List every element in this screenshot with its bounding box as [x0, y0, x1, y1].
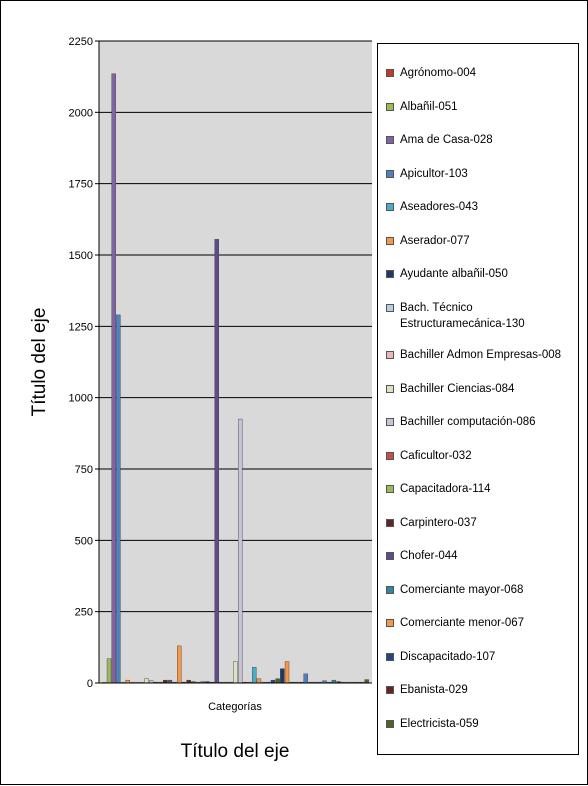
legend-item: Carpintero-037	[386, 515, 576, 531]
legend-item: Electricista-059	[386, 716, 576, 732]
legend-label: Agrónomo-004	[400, 67, 477, 79]
y-tick-label: 2000	[69, 107, 93, 119]
legend-label: Discapacitado-107	[400, 650, 496, 663]
bar	[303, 673, 308, 684]
legend-item: Bachiller Admon Empresas-008	[386, 347, 576, 363]
legend-label: Capacitadora-114	[400, 483, 491, 495]
legend-label: Carpintero-037	[400, 516, 477, 529]
legend-item: Bachiller computación-086	[386, 414, 576, 430]
legend-item: Bach. Técnico Estructuramecánica-130	[386, 300, 576, 332]
legend-label: Bachiller Admon Empresas-008	[400, 349, 562, 361]
legend-item: Caficultor-032	[386, 448, 576, 464]
legend-item: Aserador-077	[386, 233, 576, 249]
bar	[177, 645, 182, 684]
legend-label: Bachiller Ciencias-084	[400, 382, 515, 395]
bar	[280, 668, 285, 684]
legend-swatch	[386, 102, 394, 111]
legend-label: Ayudante albañil-050	[400, 268, 508, 280]
bar	[364, 679, 369, 684]
legend-label: Caficultor-032	[400, 449, 472, 462]
legend-label: Aseadores-043	[400, 201, 478, 213]
legend-swatch	[386, 686, 394, 694]
legend-swatch	[386, 518, 394, 527]
legend-label: Apicultor-103	[400, 167, 468, 180]
legend-item: Bachiller Ciencias-084	[386, 381, 576, 397]
legend-swatch	[386, 303, 394, 312]
legend-item: Discapacitado-107	[386, 649, 576, 665]
bars	[102, 73, 369, 684]
legend-item: Ayudante albañil-050	[386, 266, 576, 282]
legend-label: Electricista-059	[400, 717, 479, 730]
legend-label: Aserador-077	[400, 234, 470, 247]
y-tick-labels: 0 250 500 750 1000 1250 1500 1750 2000 2250	[69, 36, 99, 690]
legend-label: Albañil-051	[400, 100, 458, 113]
legend-swatch	[386, 652, 394, 661]
legend-swatch	[386, 236, 394, 245]
legend-swatch	[386, 351, 394, 359]
legend-swatch	[386, 270, 394, 278]
legend-swatch	[386, 69, 394, 77]
legend-swatch	[386, 203, 394, 211]
y-tick-label: 2250	[69, 36, 93, 48]
plot-area	[99, 41, 372, 683]
y-tick-label: 1000	[69, 393, 93, 405]
legend-swatch	[386, 136, 394, 144]
legend-swatch	[386, 418, 394, 426]
y-tick-label: 0	[87, 678, 93, 690]
legend-item: Comerciante menor-067	[386, 615, 576, 631]
legend-swatch	[386, 169, 394, 178]
bar	[233, 661, 238, 684]
legend-swatch	[386, 384, 394, 393]
bar	[284, 661, 290, 684]
legend-item: Agrónomo-004	[386, 65, 576, 81]
legend-swatch	[386, 619, 394, 627]
bar	[214, 239, 219, 684]
bar	[252, 667, 257, 684]
legend-label: Chofer-044	[400, 550, 458, 562]
legend-item: Comerciante mayor-068	[386, 582, 576, 598]
legend-swatch	[386, 485, 394, 493]
bar	[256, 678, 262, 684]
legend-label: Ebanista-029	[400, 684, 468, 696]
legend-item: Capacitadora-114	[386, 481, 576, 497]
y-axis-title: Título del eje	[29, 308, 50, 417]
legend-item: Chofer-044	[386, 548, 576, 564]
y-tick-label: 500	[75, 535, 93, 547]
legend-item: Apicultor-103	[386, 166, 576, 182]
legend-swatch	[386, 585, 394, 594]
y-tick-label: 250	[75, 607, 93, 619]
x-category-label: Categorías	[208, 701, 262, 713]
bar	[237, 418, 243, 684]
bar	[144, 678, 149, 684]
legend-item: Ebanista-029	[386, 682, 576, 698]
legend-item: Aseadores-043	[386, 199, 576, 215]
legend-label: Comerciante mayor-068	[400, 583, 524, 596]
bar	[111, 73, 116, 684]
bar	[106, 658, 112, 684]
legend: Agrónomo-004 Albañil-051 Ama de Casa-028 Ap…	[377, 43, 579, 755]
y-tick-label: 750	[75, 464, 93, 476]
legend-label: Comerciante menor-067	[400, 617, 525, 629]
y-tick-label: 1250	[69, 321, 93, 333]
y-tick-label: 1750	[69, 179, 93, 191]
legend-label: Bach. Técnico Estructuramecánica-130	[400, 301, 525, 330]
legend-item: Ama de Casa-028	[386, 132, 576, 148]
x-axis-title: Título del eje	[181, 741, 290, 762]
bar	[275, 678, 280, 684]
y-tick-label: 1500	[69, 250, 93, 262]
legend-item: Albañil-051	[386, 99, 576, 115]
bar	[116, 314, 121, 684]
legend-swatch	[386, 552, 394, 560]
legend-swatch	[386, 719, 394, 728]
legend-swatch	[386, 451, 394, 460]
gridlines	[99, 40, 372, 613]
legend-label: Ama de Casa-028	[400, 134, 493, 146]
legend-label: Bachiller computación-086	[400, 416, 536, 428]
